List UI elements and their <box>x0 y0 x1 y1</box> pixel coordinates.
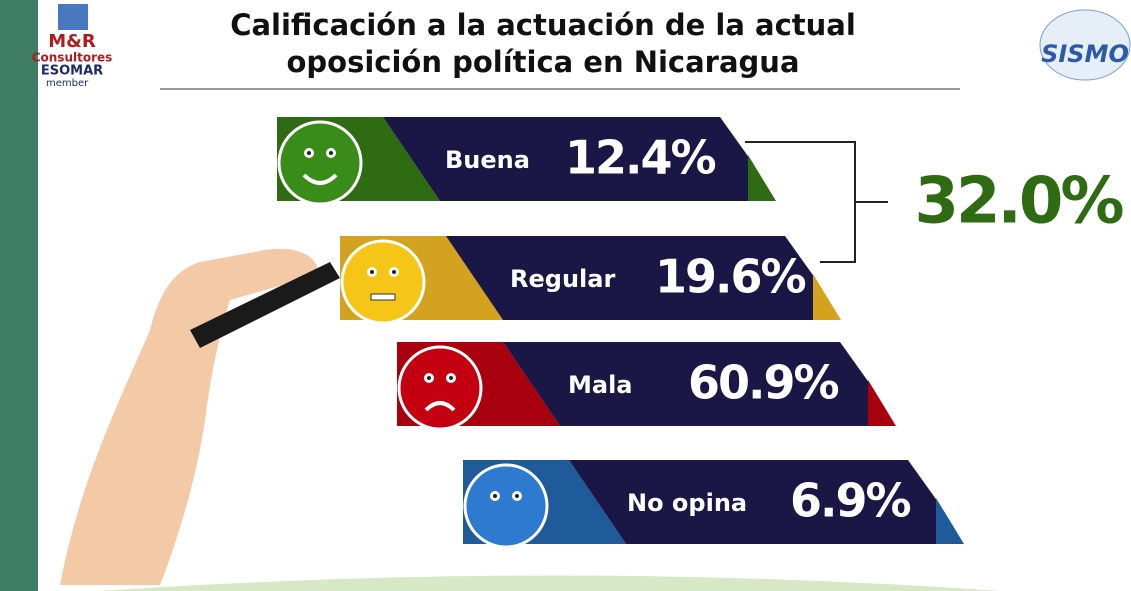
face <box>397 345 483 431</box>
hand <box>60 248 319 585</box>
pupil <box>515 494 519 498</box>
logo-org: ESOMAR <box>41 64 103 79</box>
total: 32.0% <box>914 165 1123 239</box>
logo-icon <box>58 4 88 30</box>
mouth <box>424 401 456 412</box>
rating-value: 60.9% <box>688 356 838 410</box>
pupil <box>329 151 333 155</box>
mouth <box>370 293 396 301</box>
band-tip <box>868 380 896 426</box>
rating-label: Buena <box>445 146 530 174</box>
band <box>383 117 750 201</box>
face <box>277 120 363 206</box>
pupil <box>493 494 497 498</box>
band <box>569 460 938 544</box>
pupil <box>427 376 431 380</box>
pupil <box>449 376 453 380</box>
logo-right: SISMO <box>1041 40 1129 68</box>
marker <box>190 262 340 348</box>
bottom-arc <box>100 575 1000 591</box>
rating-label: Mala <box>568 371 633 399</box>
side-strip <box>0 0 38 591</box>
rating-label: No opina <box>627 489 747 517</box>
pupil <box>392 270 396 274</box>
mouth <box>302 173 338 185</box>
logo-sub: Consultores <box>32 51 113 65</box>
rows: Buena 12.4% Regular 19.6% Mala 60.9% No opina 6… <box>277 117 964 549</box>
bracket <box>745 141 888 263</box>
logo-member: member <box>46 78 89 89</box>
logo-brand: M&R <box>48 31 96 52</box>
face <box>463 463 549 549</box>
rating-label: Regular <box>510 265 615 293</box>
rating-value: 6.9% <box>790 474 910 528</box>
rating-value: 19.6% <box>655 250 805 304</box>
band-tip <box>936 498 964 544</box>
rating-value: 12.4% <box>565 131 715 185</box>
band <box>446 236 815 320</box>
band-tip <box>748 155 776 201</box>
pupil <box>307 151 311 155</box>
band-tip <box>813 274 841 320</box>
pupil <box>370 270 374 274</box>
face <box>340 239 426 325</box>
title-line: Calificación a la actuación de la actual <box>230 8 856 42</box>
logo-right-bg <box>1039 9 1131 81</box>
title-line: oposición política en Nicaragua <box>286 45 799 79</box>
band <box>503 342 870 426</box>
